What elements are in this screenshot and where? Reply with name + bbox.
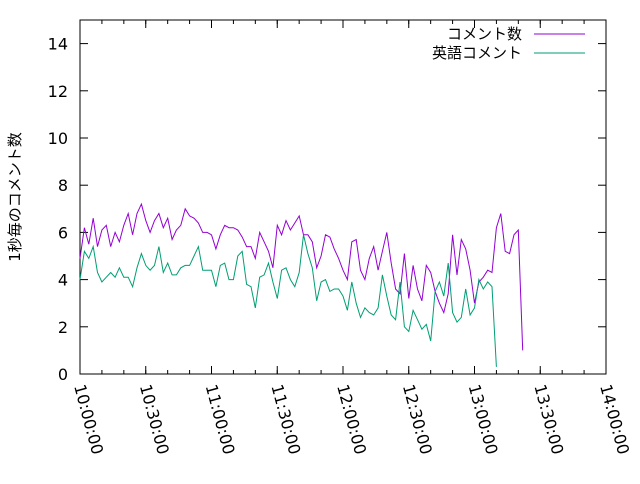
- x-tick-label: 13:30:00: [530, 382, 567, 456]
- x-tick-label: 14:00:00: [596, 382, 633, 456]
- series-line-1: [79, 202, 524, 351]
- x-tick-label: 13:00:00: [465, 382, 502, 456]
- y-tick-label: 12: [48, 82, 68, 101]
- x-tick-label: 12:30:00: [399, 382, 436, 456]
- plot-frame: [79, 19, 607, 375]
- y-tick-label: 0: [58, 365, 68, 384]
- legend-label-2: 英語コメント: [432, 44, 522, 62]
- series-line-2: [79, 234, 497, 367]
- x-tick-label: 11:00:00: [202, 382, 239, 456]
- x-tick-label: 10:30:00: [136, 382, 173, 456]
- legend-label-1: コメント数: [447, 25, 522, 43]
- x-tick-label: 12:00:00: [333, 382, 370, 456]
- y-tick-label: 10: [48, 129, 68, 148]
- x-tick-label: 10:00:00: [70, 382, 107, 456]
- y-tick-label: 6: [58, 223, 68, 242]
- y-axis-label: 1秒毎のコメント数: [6, 132, 24, 262]
- y-tick-label: 14: [48, 35, 68, 54]
- y-tick-label: 4: [58, 271, 68, 290]
- y-tick-label: 2: [58, 318, 68, 337]
- y-tick-label: 8: [58, 176, 68, 195]
- x-tick-label: 11:30:00: [267, 382, 304, 456]
